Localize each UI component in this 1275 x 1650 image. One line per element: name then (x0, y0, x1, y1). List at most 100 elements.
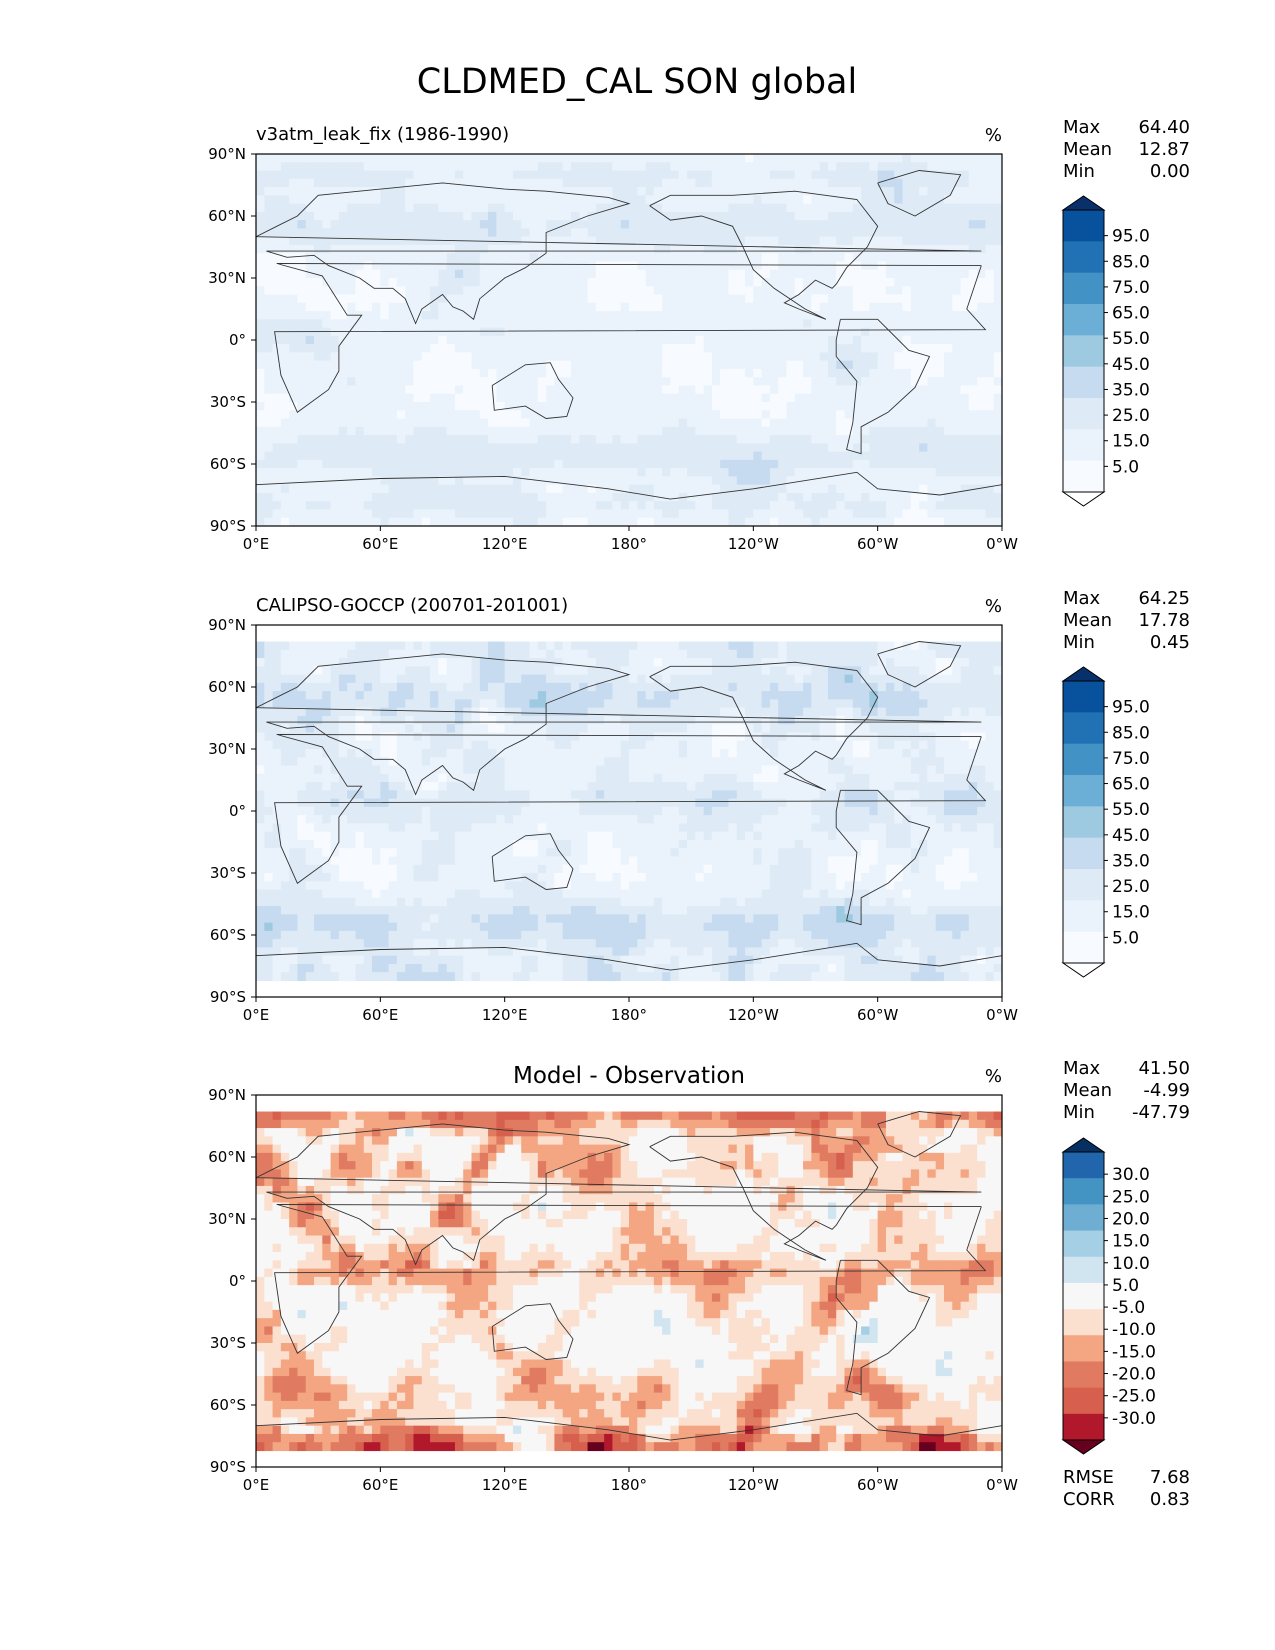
field-cell (852, 707, 862, 717)
field-cell (952, 509, 962, 519)
field-cell (985, 410, 995, 420)
field-cell (869, 203, 879, 213)
field-cell (570, 352, 580, 362)
field-cell (670, 162, 680, 172)
field-cell (968, 319, 978, 329)
field-cell (454, 319, 464, 329)
field-cell (745, 261, 754, 271)
field-cell (985, 476, 995, 486)
field-cell (289, 459, 299, 469)
field-cell (852, 368, 862, 378)
field-cell (479, 377, 489, 387)
field-cell (745, 302, 754, 312)
field-cell (844, 170, 854, 180)
field-cell (877, 459, 887, 469)
field-cell (579, 220, 589, 229)
field-cell (993, 385, 1002, 395)
field-cell (546, 211, 555, 221)
field-cell (620, 352, 630, 362)
field-cell (413, 261, 423, 271)
field-cell (977, 443, 987, 453)
field-cell (372, 658, 381, 667)
field-cell (844, 253, 854, 263)
field-cell (562, 211, 572, 221)
field-cell (363, 162, 373, 172)
field-cell (562, 468, 572, 477)
field-cell (844, 178, 854, 188)
field-cell (703, 699, 713, 709)
field-cell (852, 154, 862, 163)
field-cell (446, 649, 456, 659)
field-cell (836, 649, 846, 659)
field-cell (985, 170, 995, 180)
field-cell (562, 286, 572, 296)
field-cell (844, 476, 854, 486)
field-cell (595, 170, 605, 180)
field-cell (695, 319, 705, 329)
field-cell (554, 187, 564, 196)
field-cell (380, 509, 390, 519)
field-cell (537, 178, 547, 188)
field-cell (877, 302, 887, 312)
field-cell (811, 195, 821, 205)
field-cell (355, 261, 365, 271)
field-cell (885, 674, 895, 684)
field-cell (620, 327, 630, 337)
field-cell (347, 253, 357, 263)
field-cell (537, 187, 547, 196)
field-cell (703, 418, 713, 428)
figure-title: CLDMED_CAL SON global (417, 62, 857, 102)
field-cell (454, 674, 464, 684)
field-cell (612, 220, 622, 229)
field-cell (852, 402, 862, 411)
field-cell (645, 195, 655, 205)
field-cell (885, 360, 895, 370)
field-cell (438, 294, 448, 304)
field-cell (322, 658, 332, 667)
field-cell (595, 228, 605, 238)
field-cell (604, 492, 614, 502)
field-cell (305, 674, 315, 684)
field-cell (421, 352, 431, 362)
field-cell (330, 435, 340, 444)
colorbar-label: 5.0 (1112, 457, 1139, 477)
field-cell (819, 311, 829, 320)
field-cell (827, 278, 837, 287)
field-cell (902, 187, 912, 196)
field-cell (637, 691, 647, 700)
field-cell (952, 691, 962, 700)
field-cell (952, 707, 962, 717)
field-cell (645, 699, 655, 709)
field-cell (753, 203, 763, 213)
field-cell (910, 187, 920, 196)
field-cell (612, 236, 622, 246)
field-cell (695, 443, 705, 453)
field-cell (297, 402, 307, 411)
field-cell (794, 178, 804, 188)
field-cell (687, 352, 696, 362)
field-cell (637, 187, 647, 196)
field-cell (454, 294, 464, 304)
field-cell (570, 426, 580, 436)
field-cell (794, 641, 804, 651)
field-cell (314, 220, 323, 229)
field-cell (894, 311, 904, 320)
field-cell (413, 682, 423, 692)
field-cell (803, 335, 812, 345)
field-cell (637, 203, 647, 213)
field-cell (504, 484, 514, 494)
field-cell (645, 641, 655, 651)
field-cell (761, 468, 771, 477)
field-cell (562, 699, 572, 709)
field-cell (720, 211, 730, 221)
field-cell (438, 393, 448, 403)
field-cell (637, 658, 647, 667)
field-cell (629, 377, 638, 387)
field-cell (620, 203, 630, 213)
field-cell (753, 468, 763, 477)
field-cell (620, 501, 630, 511)
field-cell (405, 368, 415, 378)
field-cell (446, 658, 456, 667)
field-cell (314, 311, 323, 320)
field-cell (620, 410, 630, 420)
